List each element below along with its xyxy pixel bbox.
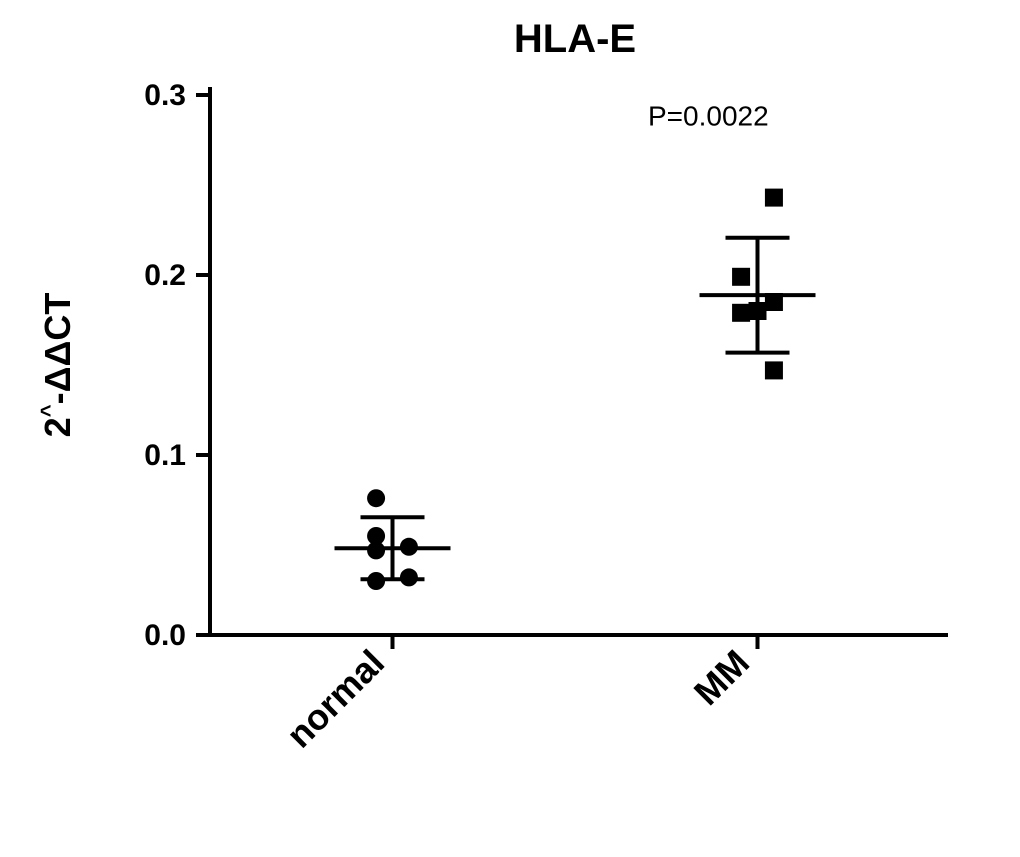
data-point [732, 268, 750, 286]
chart-title: HLA-E [514, 17, 636, 61]
data-point [765, 189, 783, 207]
data-point [400, 538, 418, 556]
pvalue-annotation: P=0.0022 [648, 101, 769, 132]
chart-container: HLA-EP=0.00220.00.10.20.3normalMM2^-ΔΔCT [0, 0, 1020, 857]
data-point [749, 302, 767, 320]
data-point [732, 304, 750, 322]
data-point [765, 361, 783, 379]
data-point [367, 489, 385, 507]
data-point [367, 527, 385, 545]
data-point [367, 572, 385, 590]
data-point [400, 568, 418, 586]
scatter-chart: HLA-EP=0.00220.00.10.20.3normalMM2^-ΔΔCT [0, 0, 1020, 857]
y-tick-label: 0.2 [144, 259, 186, 292]
y-tick-label: 0.1 [144, 439, 186, 472]
y-tick-label: 0.3 [144, 79, 186, 112]
data-point [765, 293, 783, 311]
y-tick-label: 0.0 [144, 619, 186, 652]
chart-bg [0, 0, 1020, 857]
